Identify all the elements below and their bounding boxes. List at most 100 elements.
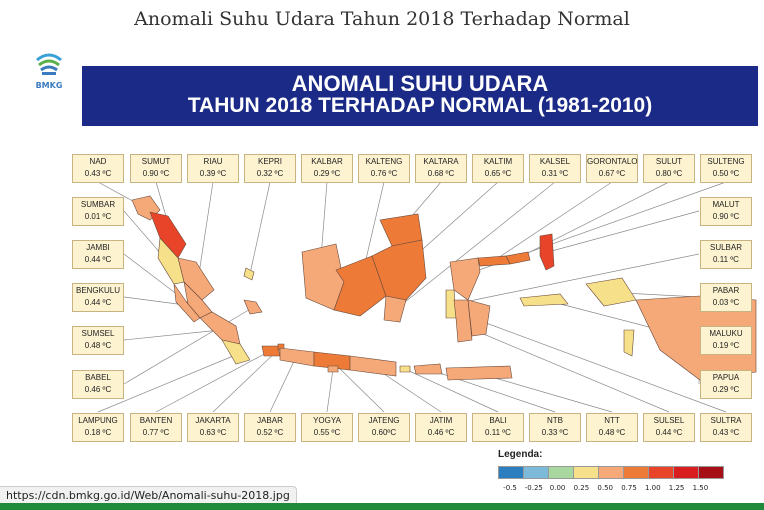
region-malut [539,233,555,271]
label-jabar-name: JABAR [257,416,283,425]
label-bali-value: 0.11 ºC [485,428,511,437]
label-jateng: JATENG 0.60ºC [358,413,410,442]
legend: Legenda: -0.5 -0.25 0.00 0.25 0.50 0.75 1.00 1.… [498,449,724,492]
leader-line-jateng [331,360,385,413]
label-bengkulu: BENGKULU 0.44 ºC [72,283,124,312]
bmkg-logo: BMKG [32,52,66,90]
region-lampung [221,339,251,365]
legend-tick-5: 0.75 [621,484,637,492]
label-gorontalo-name: GORONTALO [587,157,638,166]
label-sumsel-name: SUMSEL [81,329,115,338]
label-kaltim-value: 0.65 ºC [484,169,512,178]
label-pabar-name: PABAR [712,286,740,295]
label-ntb-name: NTB [547,416,563,425]
legend-swatch-4 [598,466,624,479]
legend-tick-2: 0.00 [549,484,566,492]
region-sumbar [157,237,185,285]
label-kalbar-name: KALBAR [311,157,343,166]
page-title: Anomali Suhu Udara Tahun 2018 Terhadap N… [134,8,630,30]
label-kepri-name: KEPRI [257,157,282,166]
label-sulteng: SULTENG 0.50 ºC [700,154,752,183]
legend-tick-8: 1.50 [692,484,709,492]
label-malut-value: 0.90 ºC [712,212,740,221]
region-kalsel [383,295,407,323]
label-jabar: JABAR 0.52 ºC [244,413,296,442]
label-sultra-value: 0.43 ºC [712,428,740,437]
legend-tick-7: 1.25 [668,484,685,492]
leader-line-riau [197,181,214,281]
label-sumut: SUMUT 0.90 ºC [130,154,182,183]
legend-swatch-3 [573,466,599,479]
label-gorontalo: GORONTALO 0.67 ºC [586,154,638,183]
label-ntt: NTT 0.48 ºC [586,413,638,442]
legend-swatch-6 [648,466,674,479]
label-jatim-name: JATIM [429,416,453,425]
label-maluku-value: 0.19 ºC [712,341,740,350]
legend-swatch-0 [498,466,524,479]
label-banten-value: 0.77 ºC [142,428,170,437]
label-sulut-value: 0.80 ºC [655,169,683,178]
label-kalbar-value: 0.29 ºC [313,169,341,178]
region-bengkulu [173,283,201,323]
region-sulut [505,251,531,265]
label-sumbar-name: SUMBAR [80,200,116,209]
label-bengkulu-name: BENGKULU [75,286,120,295]
label-ntt-value: 0.48 ºC [598,428,626,437]
label-jateng-name: JATENG [368,416,400,425]
legend-swatch-5 [623,466,649,479]
region-ntb [413,363,443,375]
label-papua-name: PAPUA [712,373,740,382]
label-babel-value: 0.46 ºC [84,385,112,394]
leader-line-banten [155,350,271,413]
label-sulsel-value: 0.44 ºC [655,428,683,437]
map-banner: ANOMALI SUHU UDARA TAHUN 2018 TERHADAP N… [82,66,758,126]
label-kaltara: KALTARA 0.68 ºC [415,154,467,183]
region-sumsel [199,311,241,345]
label-kalteng-value: 0.76 ºC [370,169,398,178]
label-lampung-value: 0.18 ºC [84,428,112,437]
region-sulsel [453,299,473,343]
label-gorontalo-value: 0.67 ºC [598,169,626,178]
label-kaltara-value: 0.68 ºC [427,169,455,178]
label-jatim: JATIM 0.46 ºC [415,413,467,442]
label-maluku-name: MALUKU [709,329,743,338]
label-jatim-value: 0.46 ºC [427,428,455,437]
label-kaltara-name: KALTARA [423,157,459,166]
label-sumsel: SUMSEL 0.48 ºC [72,326,124,355]
label-nad-name: NAD [89,157,107,166]
label-sulsel-name: SULSEL [653,416,685,425]
legend-tick-4: 0.50 [597,484,613,492]
legend-color-bar [498,466,724,479]
label-sulteng-value: 0.50 ºC [712,169,740,178]
leader-line-kalsel [394,181,556,311]
region-pabar [585,277,637,307]
region-yogya [327,365,339,373]
label-jateng-value: 0.60ºC [371,428,397,437]
region-sulteng [449,257,481,301]
label-sultra: SULTRA 0.43 ºC [700,413,752,442]
label-sumut-value: 0.90 ºC [142,169,170,178]
label-kalsel-value: 0.31 ºC [541,169,569,178]
label-kaltim-name: KALTIM [483,157,513,166]
bmkg-emblem-icon [36,53,62,75]
region-sumut [149,211,187,259]
label-sulteng-name: SULTENG [707,157,745,166]
leader-line-bali [404,368,499,413]
label-malut-name: MALUT [712,200,740,209]
label-yogya-value: 0.55 ºC [313,428,341,437]
islands [131,195,757,381]
leader-line-jakarta [212,346,282,413]
leader-line-yogya [326,368,334,413]
label-banten-name: BANTEN [139,416,173,425]
leader-line-bengkulu [123,296,186,306]
label-riau: RIAU 0.39 ºC [187,154,239,183]
label-jakarta: JAKARTA 0.63 ºC [187,413,239,442]
label-sulsel: SULSEL 0.44 ºC [643,413,695,442]
label-sulut: SULUT 0.80 ºC [643,154,695,183]
label-kalsel-name: KALSEL [539,157,571,166]
leader-line-malut [547,210,700,253]
label-riau-name: RIAU [203,157,223,166]
label-sulbar-value: 0.11 ºC [713,255,739,264]
label-jambi: JAMBI 0.44 ºC [72,240,124,269]
label-kalteng-name: KALTENG [365,157,403,166]
